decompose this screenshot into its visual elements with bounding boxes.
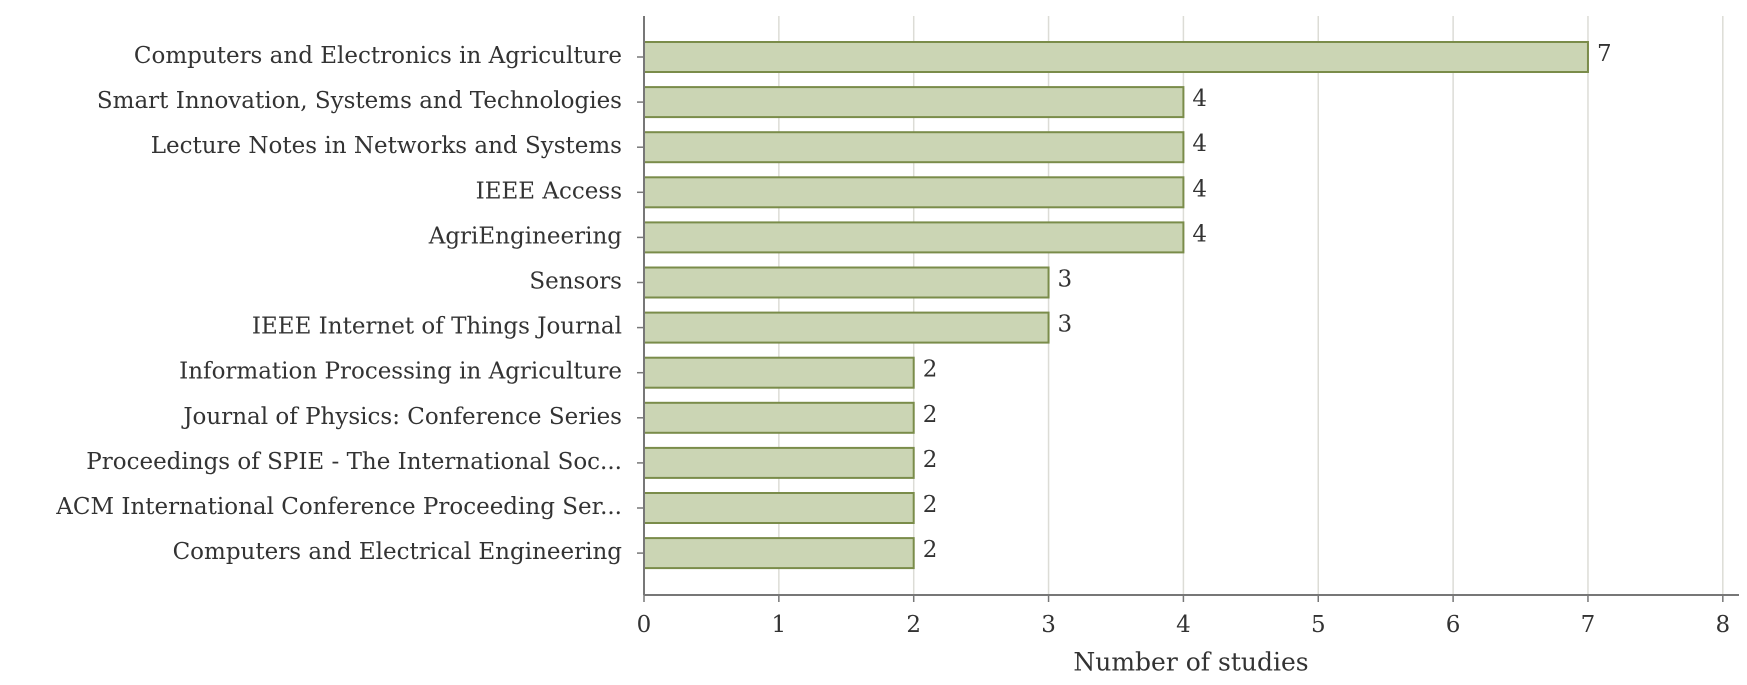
value-label: 4 [1192, 221, 1207, 247]
value-label: 2 [923, 402, 938, 428]
x-tick-label: 0 [637, 612, 652, 638]
x-tick-label: 4 [1176, 612, 1191, 638]
bar [643, 86, 1185, 119]
bar [643, 131, 1185, 164]
bar [643, 41, 1589, 73]
bar [643, 401, 915, 434]
value-label: 7 [1597, 41, 1612, 67]
x-axis-label: Number of studies [1073, 648, 1308, 677]
value-label: 4 [1192, 176, 1207, 202]
y-tick-label: Computers and Electrical Engineering [173, 539, 623, 565]
value-label: 2 [923, 537, 938, 563]
x-tick-label: 7 [1581, 612, 1596, 638]
y-tick-label: Smart Innovation, Systems and Technologi… [97, 88, 622, 114]
x-tick-label: 6 [1446, 612, 1461, 638]
x-tick-label: 2 [906, 612, 921, 638]
bar [643, 176, 1185, 209]
bar [643, 311, 1050, 344]
y-tick-label: Sensors [529, 269, 622, 295]
bar [643, 221, 1185, 254]
bar [643, 537, 915, 570]
x-tick-label: 8 [1715, 612, 1730, 638]
y-tick-label: IEEE Access [476, 178, 622, 204]
y-tick-label: Lecture Notes in Networks and Systems [151, 133, 622, 159]
value-label: 4 [1192, 131, 1207, 157]
y-tick-label: Journal of Physics: Conference Series [181, 404, 622, 430]
value-label: 2 [923, 357, 938, 383]
value-label: 2 [923, 492, 938, 518]
y-tick-label: ACM International Conference Proceeding … [55, 494, 622, 520]
x-tick-label: 5 [1311, 612, 1326, 638]
y-tick-label: AgriEngineering [428, 223, 623, 249]
bar [643, 356, 915, 389]
value-label: 3 [1058, 312, 1073, 338]
value-label: 4 [1192, 86, 1207, 112]
x-tick-label: 1 [772, 612, 787, 638]
y-tick-label: Proceedings of SPIE - The International … [86, 449, 622, 475]
y-tick-label: Computers and Electronics in Agriculture [134, 43, 622, 69]
bar [643, 492, 915, 524]
x-tick-label: 3 [1041, 612, 1056, 638]
y-tick-label: Information Processing in Agriculture [179, 359, 622, 385]
bar [643, 266, 1050, 299]
bar [643, 446, 915, 479]
value-label: 3 [1058, 267, 1073, 293]
y-tick-label: IEEE Internet of Things Journal [252, 314, 622, 340]
value-label: 2 [923, 447, 938, 473]
